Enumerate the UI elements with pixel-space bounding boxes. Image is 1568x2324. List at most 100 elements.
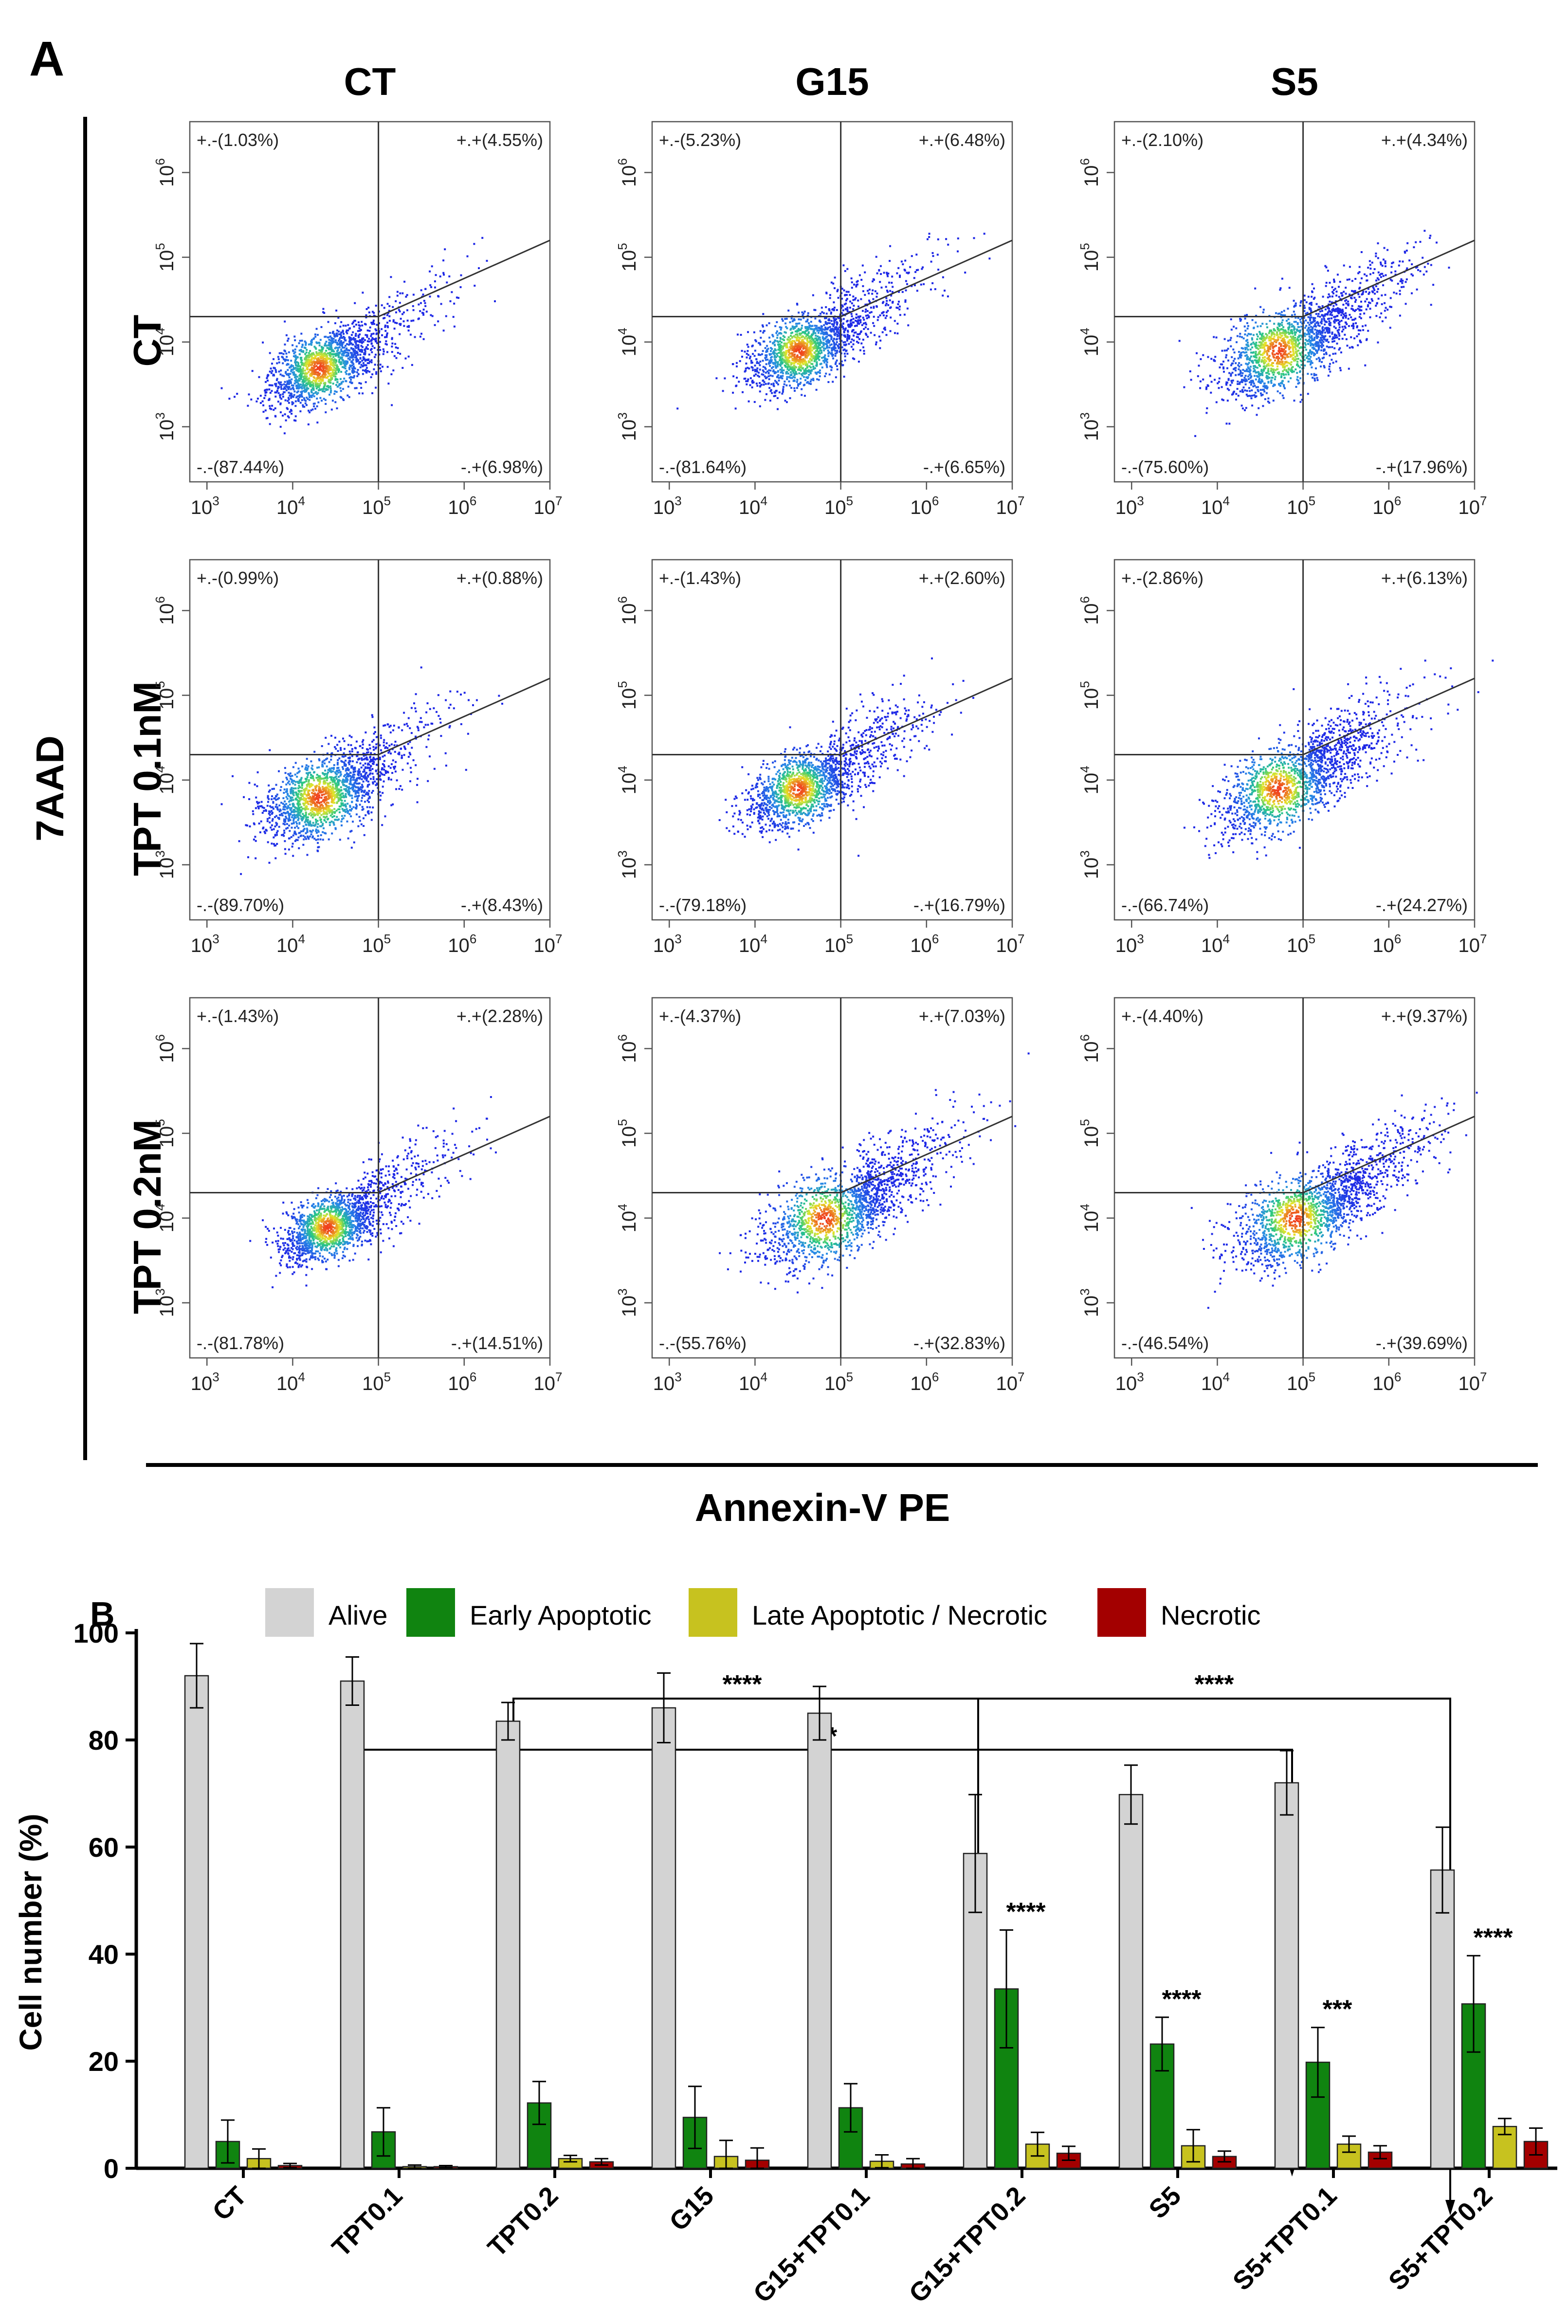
flow-event-dot [751,345,753,348]
flow-event-dot [1288,347,1290,348]
flow-event-dot [1277,358,1279,360]
flow-event-dot [307,380,310,383]
flow-event-dot [1200,358,1202,360]
flow-event-dot [768,360,771,362]
flow-event-dot [1278,342,1281,344]
flow-event-dot [307,354,310,357]
flow-event-dot [1429,235,1432,237]
flow-event-dot [352,376,355,379]
flow-event-dot [322,372,325,375]
flow-event-dot [353,326,355,328]
flow-event-dot [309,395,311,397]
flow-event-dot [1284,335,1287,337]
flow-event-dot [327,371,329,373]
flow-event-dot [1246,390,1248,392]
flow-event-dot [331,350,333,352]
flow-event-dot [841,304,843,307]
flow-event-dot [1318,306,1321,309]
flow-event-dot [842,364,844,366]
flow-event-dot [1242,337,1245,340]
flow-event-dot [1240,404,1243,407]
flow-event-dot [1298,342,1300,345]
flow-event-dot [791,359,794,362]
flow-event-dot [813,351,816,354]
flow-event-dot [742,391,744,393]
flow-event-dot [309,399,311,401]
flow-event-dot [745,380,748,383]
flow-event-dot [310,355,313,357]
flow-event-dot [1217,382,1219,384]
flow-event-dot [352,344,354,346]
flow-event-dot [304,373,306,375]
flow-event-dot [1356,326,1358,329]
flow-event-dot [836,338,838,340]
flow-event-dot [294,405,297,407]
flow-event-dot [267,380,269,382]
flow-event-dot [839,333,841,335]
flow-event-dot [282,362,284,365]
flow-event-dot [314,361,316,363]
flow-event-dot [343,377,346,380]
flow-event-dot [844,270,846,272]
flow-event-dot [452,316,455,318]
flow-event-dot [784,345,786,347]
flow-event-dot [793,359,795,362]
flow-event-dot [322,375,325,378]
flow-event-dot [836,290,839,293]
flow-event-dot [1344,321,1347,324]
flow-event-dot [944,290,946,292]
flow-event-dot [333,350,335,352]
flow-event-dot [789,374,792,376]
flow-event-dot [1358,309,1361,311]
flow-event-dot [346,394,349,397]
flow-event-dot [341,342,344,344]
flow-event-dot [862,290,864,293]
flow-event-dot [804,361,806,364]
flow-event-dot [1261,354,1264,356]
flow-event-dot [801,327,803,329]
flow-event-dot [1296,361,1299,363]
flow-event-dot [746,356,748,359]
flow-event-dot [853,339,855,342]
flow-event-dot [1350,308,1353,310]
flow-event-dot [340,363,343,365]
flow-event-dot [283,383,285,385]
flow-event-dot [1255,395,1258,398]
flow-event-dot [368,353,370,356]
flow-event-dot [809,358,811,360]
flow-event-dot [399,302,401,304]
flow-event-dot [1366,298,1368,300]
flow-event-dot [768,363,770,365]
flow-event-dot [1296,372,1298,374]
flow-event-dot [349,351,352,354]
flow-event-dot [837,289,839,291]
flow-event-dot [795,346,797,348]
flow-event-dot [1320,339,1323,341]
quadrant-label-upper-left: +.-(1.03%) [197,130,279,150]
flow-event-dot [819,339,821,341]
flow-event-dot [1309,351,1311,354]
flow-event-dot [285,352,288,355]
flow-event-dot [796,347,798,349]
flow-event-dot [297,400,300,402]
flow-event-dot [818,355,820,358]
flow-event-dot [1246,354,1248,356]
flow-event-dot [802,367,803,370]
flow-event-dot [1324,265,1327,267]
flow-event-dot [422,309,425,311]
flow-event-dot [1266,326,1268,329]
flow-event-dot [1296,345,1299,348]
flow-event-dot [386,325,389,328]
flow-event-dot [749,377,752,380]
flow-event-dot [784,318,786,320]
flow-event-dot [1327,374,1330,377]
flow-event-dot [755,340,757,343]
flow-event-dot [378,346,381,348]
flow-event-dot [766,324,768,327]
flow-event-dot [358,327,361,329]
flow-event-dot [1313,338,1315,340]
flow-event-dot [819,344,821,347]
flow-event-dot [1310,344,1312,347]
flow-event-dot [808,369,810,371]
flow-event-dot [1276,361,1278,364]
